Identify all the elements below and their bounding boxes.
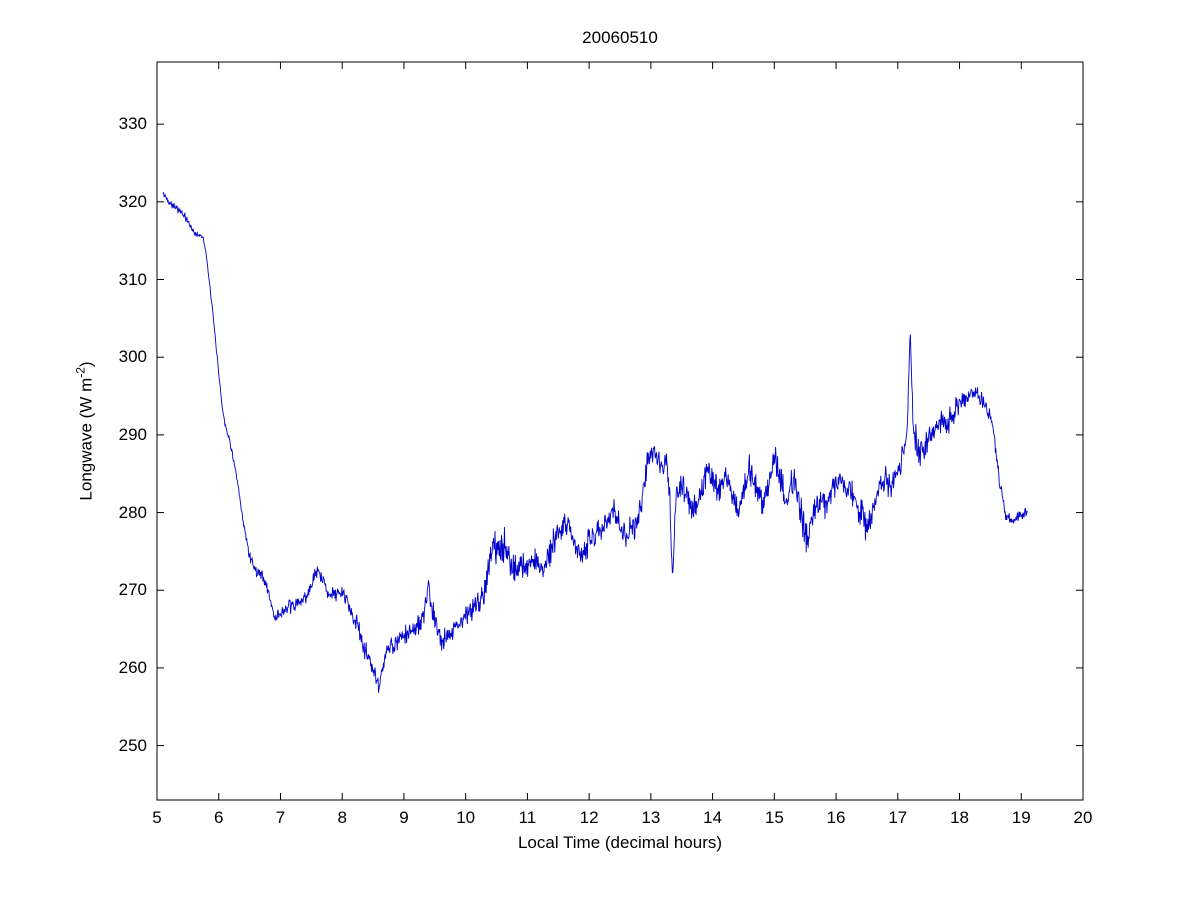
y-tick-label: 310 [118,269,147,289]
y-tick-label: 330 [118,114,147,134]
x-tick-label: 13 [641,808,661,827]
axes-box [156,61,1084,801]
y-tick-label: 250 [118,735,147,755]
y-tick-label: 290 [118,424,147,444]
x-tick-label: 14 [703,808,723,827]
y-tick-label: 300 [118,347,147,367]
x-tick-label: 10 [456,808,476,827]
x-tick-label: 12 [579,808,599,827]
x-axis-label: Local Time (decimal hours) [517,833,723,852]
x-tick-label: 8 [337,808,347,827]
x-tick-label: 11 [518,808,537,827]
data-series-longwave [162,192,1028,693]
y-axis-label-exponent: -2 [73,367,88,378]
y-tick-label: 260 [118,657,147,677]
y-tick-label: 270 [118,580,147,600]
y-tick-label: 320 [118,191,147,211]
x-tick-label: 17 [888,808,908,827]
x-tick-label: 9 [399,808,409,827]
x-tick-label: 7 [275,808,286,827]
x-tick-label: 16 [826,808,846,827]
x-tick-label: 5 [152,808,162,827]
x-tick-label: 19 [1011,808,1031,827]
y-tick-label: 280 [118,502,147,522]
x-tick-label: 18 [950,808,969,827]
x-tick-label: 15 [764,808,784,827]
x-tick-label: 6 [213,808,224,827]
chart-title: 20060510 [582,28,658,47]
x-tick-label: 20 [1073,808,1093,827]
